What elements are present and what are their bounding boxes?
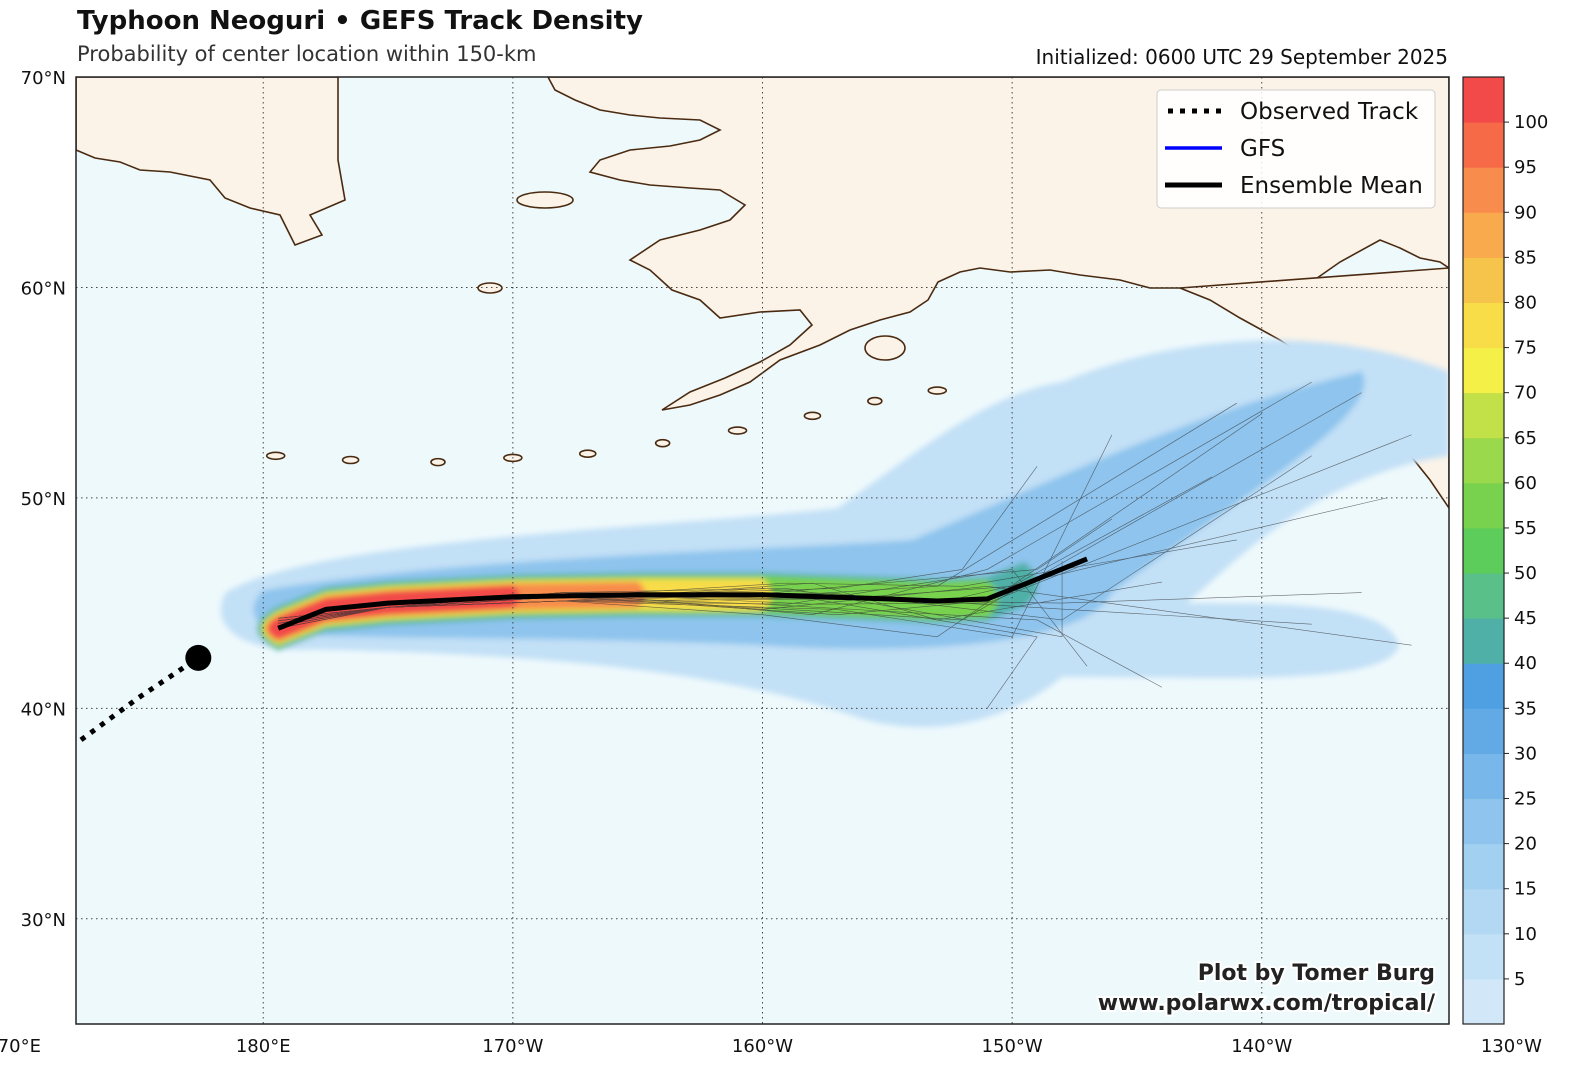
lon-tick-label: 180°E: [236, 1036, 291, 1057]
colorbar-segment: [1463, 708, 1504, 754]
legend-label-mean: Ensemble Mean: [1240, 173, 1423, 199]
colorbar-tick-label: 35: [1514, 698, 1537, 719]
legend: Observed Track GFS Ensemble Mean: [1156, 89, 1436, 209]
colorbar-tick-label: 50: [1514, 563, 1537, 584]
aleutian-island: [578, 449, 597, 458]
lon-tick-label: 140°W: [1231, 1036, 1292, 1057]
lat-tick-label: 50°N: [21, 489, 66, 510]
colorbar-segment: [1463, 392, 1504, 439]
current-position-marker: [185, 644, 212, 671]
colorbar-tick-label: 100: [1514, 112, 1548, 133]
lon-tick-label: 170°W: [482, 1036, 543, 1057]
colorbar-segment: [1463, 167, 1504, 213]
credit-line-2: www.polarwx.com/tropical/: [1098, 991, 1436, 1016]
colorbar-tick-label: 70: [1514, 383, 1537, 404]
colorbar-segment: [1463, 978, 1504, 1025]
colorbar-segment: [1463, 888, 1504, 935]
colorbar-segment: [1463, 77, 1504, 123]
map-panel: Plot by Tomer Burg www.polarwx.com/tropi…: [76, 77, 1449, 1024]
gridlines: [76, 77, 1449, 1024]
chart-title: Typhoon Neoguri • GEFS Track Density: [77, 6, 643, 36]
colorbar-tick-label: 40: [1514, 653, 1537, 674]
colorbar-tick-label: 30: [1514, 743, 1537, 764]
land-siberia: [76, 77, 346, 246]
colorbar-segment: [1463, 437, 1504, 484]
lon-tick-label: 130°W: [1481, 1036, 1542, 1057]
colorbar-tick-label: 45: [1514, 608, 1537, 629]
land-st-lawrence-island: [516, 191, 574, 209]
lat-tick-label: 40°N: [21, 699, 66, 720]
aleutian-island: [927, 386, 948, 395]
colorbar-segment: [1463, 122, 1504, 168]
lat-tick-label: 60°N: [21, 278, 66, 299]
aleutian-island: [654, 438, 671, 448]
axis-labels: 30°N 40°N 50°N 60°N 70°N 170°E 180°E 170°W 160°W…: [0, 68, 1542, 1057]
aleutian-islands: [265, 386, 948, 467]
colorbar-frame: [1462, 76, 1505, 1025]
colorbar-segment: [1463, 753, 1504, 800]
colorbar-segment: [1463, 573, 1504, 619]
aleutian-island: [867, 396, 883, 406]
lon-tick-label: 160°W: [732, 1036, 793, 1057]
aleutian-island: [265, 451, 286, 461]
init-time: Initialized: 0600 UTC 29 September 2025: [1035, 45, 1448, 69]
land-kodiak: [864, 335, 906, 361]
colorbar-tick-label: 65: [1514, 428, 1537, 449]
member-track: [278, 402, 1237, 622]
lon-tick-label: 170°E: [0, 1036, 41, 1057]
member-track: [278, 434, 1113, 638]
colorbar-segment: [1463, 843, 1504, 890]
colorbar-tick-label: 55: [1514, 518, 1537, 539]
colorbar-tick-label: 15: [1514, 879, 1537, 900]
colorbar-tick-label: 10: [1514, 924, 1537, 945]
colorbar-segment: [1463, 527, 1504, 574]
colorbar-tick-label: 20: [1514, 834, 1537, 855]
colorbar-segment: [1463, 933, 1504, 980]
chart-subtitle: Probability of center location within 15…: [77, 42, 537, 66]
colorbar-segment: [1463, 482, 1504, 529]
colorbar-segment: [1463, 257, 1504, 303]
land-nunivak-island: [477, 282, 503, 294]
colorbar-segment: [1463, 347, 1504, 394]
legend-label-gfs: GFS: [1240, 136, 1285, 162]
aleutian-island: [727, 426, 748, 435]
member-track: [278, 596, 1163, 688]
colorbar: 5 10 15 20 25 30 35 40 45 50 55 60 65 70 75 80 85 90 95 100: [1462, 76, 1548, 1025]
legend-label-observed: Observed Track: [1240, 99, 1419, 125]
colorbar-segment: [1463, 302, 1504, 349]
ensemble-mean-track: [277, 556, 1088, 631]
colorbar-tick-label: 80: [1514, 292, 1537, 313]
lon-tick-label: 150°W: [982, 1036, 1043, 1057]
colorbar-tick-label: 75: [1514, 338, 1537, 359]
credit-line-1: Plot by Tomer Burg: [1198, 961, 1435, 986]
colorbar-tick-label: 5: [1514, 969, 1525, 990]
colorbar-segment: [1463, 212, 1504, 258]
map-frame: [75, 76, 1450, 1025]
lat-tick-label: 30°N: [21, 910, 66, 931]
colorbar-tick-label: 60: [1514, 473, 1537, 494]
colorbar-tick-label: 90: [1514, 202, 1537, 223]
lat-tick-label: 70°N: [21, 68, 66, 89]
aleutian-island: [341, 455, 360, 465]
legend-box: [1156, 89, 1436, 209]
colorbar-segment: [1463, 663, 1504, 709]
colorbar-segment: [1463, 618, 1504, 664]
aleutian-island: [430, 457, 446, 467]
colorbar-tick-label: 85: [1514, 247, 1537, 268]
aleutian-island: [803, 411, 822, 421]
colorbar-segment: [1463, 798, 1504, 845]
colorbar-tick-label: 25: [1514, 789, 1537, 810]
colorbar-tick-label: 95: [1514, 157, 1537, 178]
